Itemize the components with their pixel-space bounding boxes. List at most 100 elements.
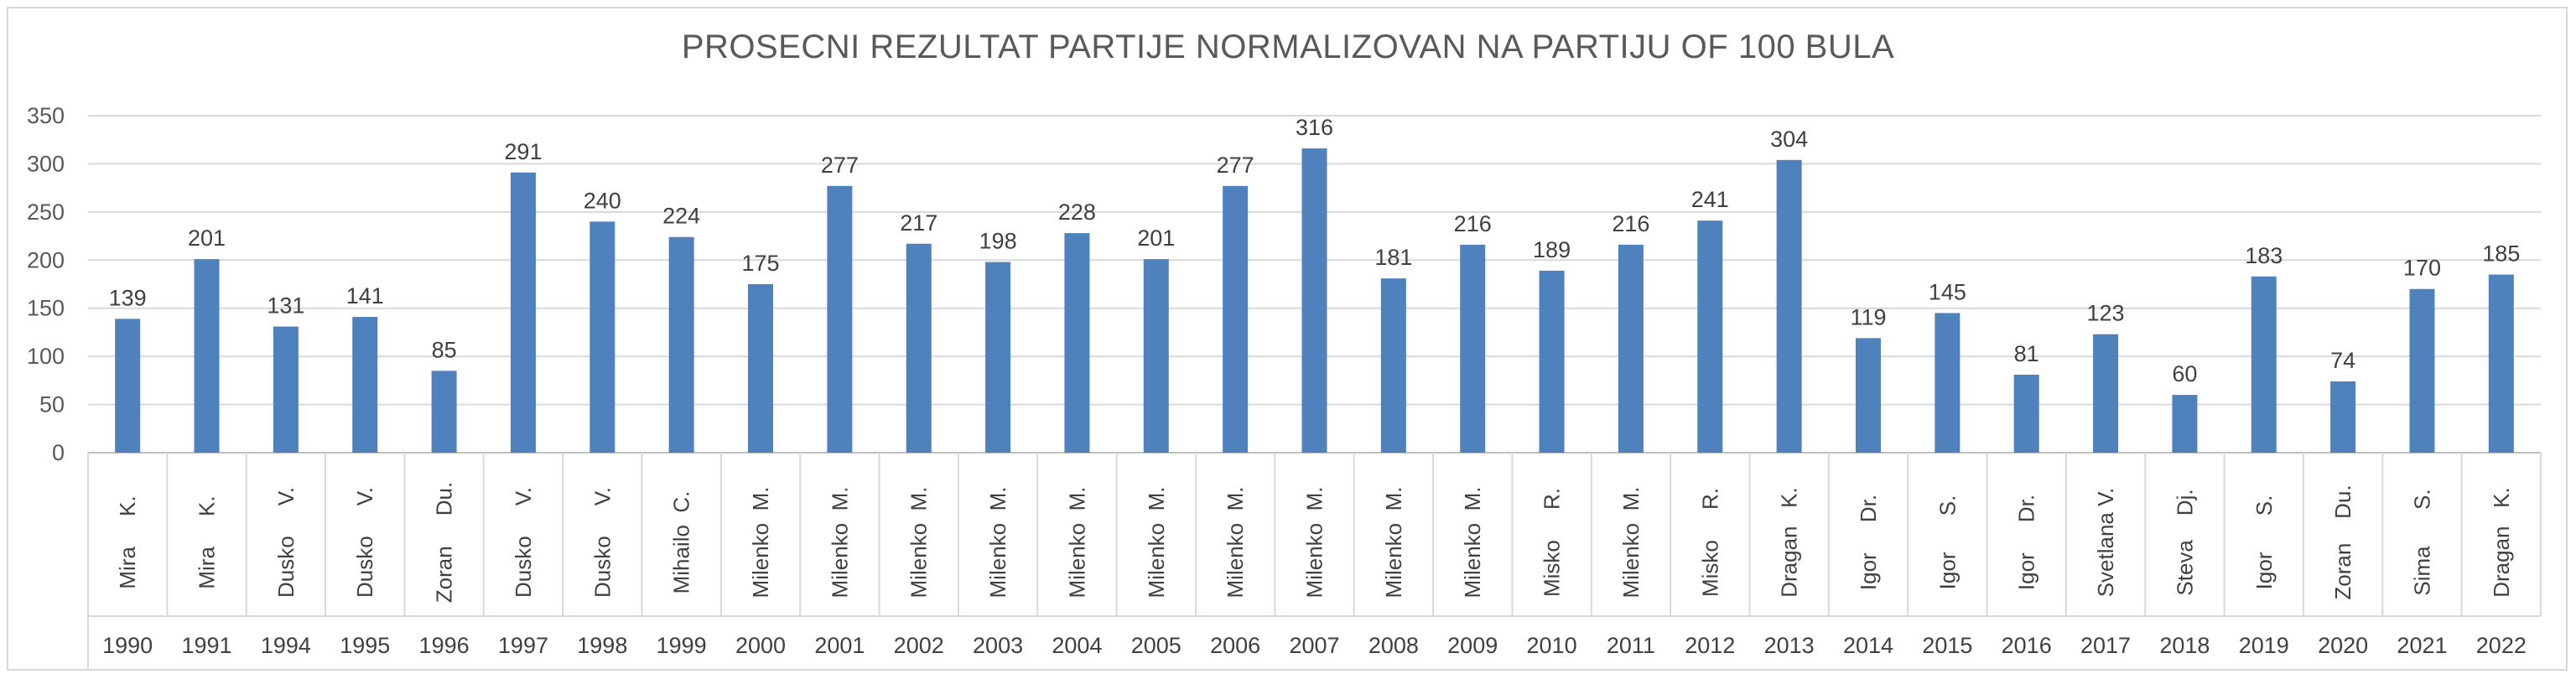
bar [906,243,932,453]
category-name-label: Milenko M. [748,487,773,599]
category-name-label: Milenko M. [1381,487,1406,599]
category-name-label: Mira K. [195,495,220,588]
category-name-label: Dragan K. [2489,487,2514,598]
y-tick-label: 200 [27,247,65,272]
category-name-label: Igor S. [1935,495,1960,590]
data-label: 119 [1850,304,1886,329]
category-name-label: Milenko M. [1223,487,1248,599]
category-year-label: 2022 [2476,633,2527,658]
category-name-label: Misko R. [1697,488,1722,597]
bar [1618,244,1644,453]
bar [748,284,774,453]
data-label: 123 [2087,301,2125,326]
bar [2251,276,2277,453]
bar [2172,395,2198,453]
y-tick-label: 50 [39,392,65,417]
data-label: 201 [1137,225,1175,251]
category-year-label: 2012 [1685,633,1735,658]
bar [1143,259,1169,453]
category-year-label: 2009 [1447,633,1498,658]
category-year-label: 2015 [1922,633,1972,658]
data-label: 216 [1612,211,1649,236]
category-year-label: 1997 [498,633,548,658]
category-name-label: Zoran Du. [2330,485,2355,599]
category-name-label: Zoran Du. [432,482,457,604]
category-name-label: Milenko M. [1064,487,1089,599]
data-label: 304 [1770,127,1808,152]
category-name-label: Sima S. [2409,489,2434,595]
category-name-label: Igor Dr. [2014,495,2039,590]
category-name-label: Steva Dj. [2172,489,2197,595]
category-year-label: 2008 [1368,633,1419,658]
category-year-label: 2007 [1289,633,1339,658]
data-label: 277 [1217,153,1254,178]
category-name-label: Dragan K. [1777,487,1802,598]
data-label: 60 [2172,361,2197,386]
category-name-label: Dusko V. [273,487,299,598]
category-year-label: 2021 [2397,633,2447,658]
bar [431,371,457,453]
data-label: 240 [584,188,621,213]
category-year-label: 2005 [1131,633,1182,658]
category-name-label: Milenko M. [827,487,852,599]
chart-title: PROSECNI REZULTAT PARTIJE NORMALIZOVAN N… [681,29,1895,65]
category-name-label: Milenko M. [1302,487,1327,599]
category-name-label: Mihailo C. [669,491,694,594]
bar [115,319,141,453]
category-year-label: 2002 [894,633,944,658]
bar [1460,244,1486,453]
data-label: 198 [979,229,1017,254]
bar [510,172,536,453]
y-tick-label: 100 [27,344,65,369]
y-tick-label: 350 [27,103,65,128]
data-label: 81 [2014,341,2039,366]
data-label: 316 [1296,115,1333,140]
bar [2409,288,2435,453]
category-name-label: Dusko V. [589,487,615,598]
bar [1064,233,1090,453]
data-label: 145 [1929,279,1966,304]
data-label: 141 [346,283,384,308]
category-name-label: Svetlana V. [2093,488,2118,598]
category-year-label: 2011 [1607,633,1655,658]
bar [1539,270,1565,453]
bar [1223,185,1249,454]
category-name-label: Dusko V. [511,487,536,598]
data-label: 216 [1454,211,1492,236]
bar [1697,220,1723,453]
bar [2093,334,2119,453]
category-year-label: 2018 [2159,633,2210,658]
category-name-label: Milenko M. [1618,487,1644,599]
category-year-label: 2006 [1210,633,1260,658]
data-label: 139 [109,285,147,310]
data-label: 217 [900,210,937,236]
category-year-label: 2001 [814,633,865,658]
category-name-label: Igor S. [2251,495,2277,590]
data-label: 181 [1374,245,1412,270]
category-name-label: Milenko M. [985,487,1010,599]
category-year-label: 1998 [577,633,627,658]
category-name-label: Milenko M. [906,487,932,599]
bar [1380,278,1406,453]
bar [1935,313,1961,453]
category-name-label: Milenko M. [1460,487,1485,599]
category-name-label: Igor Dr. [1856,495,1881,590]
category-year-label: 2014 [1843,633,1893,658]
y-tick-label: 250 [27,200,65,225]
data-label: 228 [1058,200,1096,225]
bar [194,259,220,453]
bar [827,185,853,454]
bar [2330,381,2356,453]
data-label: 189 [1533,237,1571,262]
category-name-label: Mira K. [115,495,140,588]
chart-frame [7,7,2568,671]
data-label: 175 [741,251,779,276]
y-tick-label: 0 [52,440,65,465]
bar [668,236,694,453]
category-year-label: 2020 [2318,633,2368,658]
category-year-label: 1996 [419,633,470,658]
category-name-label: Dusko V. [352,487,377,598]
data-label: 277 [821,153,859,178]
category-year-label: 2013 [1764,633,1815,658]
category-year-label: 1990 [102,633,153,658]
